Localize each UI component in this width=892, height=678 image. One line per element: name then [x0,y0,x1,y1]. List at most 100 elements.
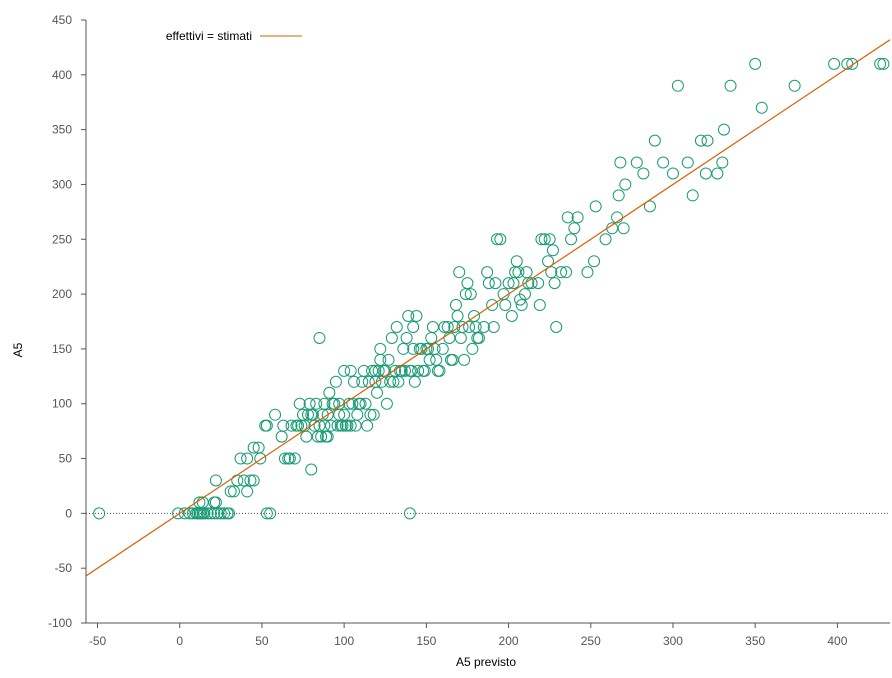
data-point [494,233,507,246]
data-point [418,364,431,377]
data-point [382,353,395,366]
data-point [425,331,438,344]
data-point [324,419,337,432]
y-tick-label: 200 [52,287,72,301]
data-point [328,397,341,410]
data-point [550,320,563,333]
data-point [532,277,545,290]
data-point [315,430,328,443]
data-point [313,419,326,432]
data-point [456,320,469,333]
data-point [648,134,661,147]
tick-labels: -50 0 50 100 150 200 250 300 350 400 -100 -50 0 50 100… [48,13,848,648]
data-point [561,211,574,224]
data-point [555,266,568,279]
data-point [351,408,364,421]
data-point [218,507,231,520]
data-point [344,419,357,432]
data-point [269,408,282,421]
data-point [499,299,512,312]
y-tick-label: -50 [55,561,73,575]
data-point [318,419,331,432]
data-point [461,277,474,290]
data-point [390,320,403,333]
data-point [278,452,291,465]
x-axis-title: A5 previsto [456,655,516,669]
data-point [459,288,472,301]
data-point [694,134,707,147]
data-point [364,408,377,421]
data-point [227,485,240,498]
data-point [318,397,331,410]
data-point [657,156,670,169]
data-point [711,167,724,180]
data-point [846,57,859,70]
data-point [308,419,321,432]
data-point [614,156,627,169]
data-point [542,255,555,268]
data-point [285,419,298,432]
y-tick-label: 300 [52,177,72,191]
data-point [874,57,887,70]
y-tick-label: 150 [52,342,72,356]
y-tick-label: 400 [52,68,72,82]
data-point [515,299,528,312]
data-point [637,167,650,180]
data-points [93,57,890,520]
data-point [472,331,485,344]
data-point [183,507,196,520]
x-tick-label: 250 [581,634,601,648]
data-point [397,342,410,355]
data-point [630,156,643,169]
data-point [463,320,476,333]
data-point [300,430,313,443]
data-point [241,452,254,465]
data-point [321,430,334,443]
data-point [643,200,656,213]
data-point [724,79,737,92]
data-point [344,364,357,377]
data-point [209,496,222,509]
data-point [481,266,494,279]
data-point [354,397,367,410]
data-point [407,320,420,333]
data-point [543,233,556,246]
data-point [223,507,236,520]
y-tick-label: 0 [65,506,72,520]
data-point [423,353,436,366]
data-point [453,266,466,279]
data-point [612,189,625,202]
data-point [619,178,632,191]
data-point [385,331,398,344]
data-point [374,353,387,366]
data-point [546,244,559,257]
data-point [204,507,217,520]
data-point [321,408,334,421]
data-point [686,189,699,202]
data-point [565,233,578,246]
data-point [402,310,415,323]
data-point [277,419,290,432]
data-point [433,364,446,377]
data-point [681,156,694,169]
data-point [400,331,413,344]
data-point [533,299,546,312]
data-point [338,364,351,377]
data-point [451,310,464,323]
data-point [589,200,602,213]
data-point [348,375,360,388]
data-point [374,342,387,355]
x-tick-label: 300 [663,634,683,648]
data-point [548,277,561,290]
data-point [788,79,801,92]
data-point [666,167,679,180]
data-point [755,101,768,114]
data-point [367,408,380,421]
data-point [507,277,520,290]
data-point [254,452,267,465]
data-point [449,299,462,312]
data-point [329,375,342,388]
data-point [366,364,379,377]
y-tick-label: 50 [59,452,73,466]
legend: effettivi = stimati [166,29,302,43]
